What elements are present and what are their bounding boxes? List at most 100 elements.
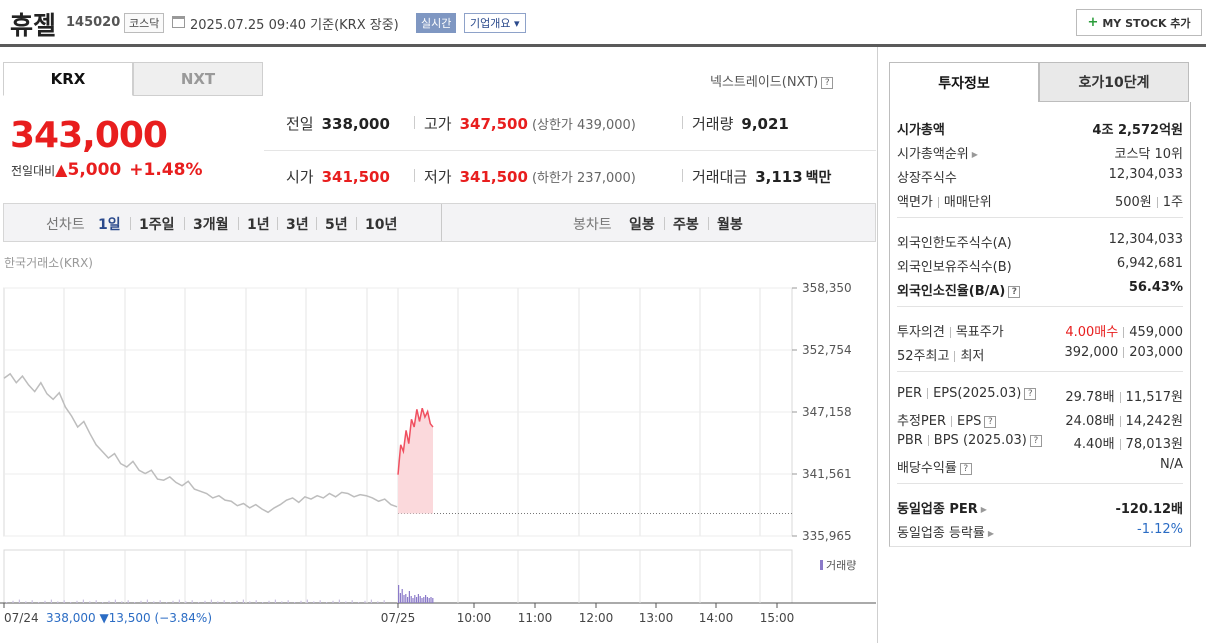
- volume-bar: [370, 599, 372, 603]
- candle-daily[interactable]: 일봉: [629, 217, 655, 233]
- divider: [1119, 416, 1121, 427]
- volume-bar: [426, 597, 428, 603]
- low52-label: 최저: [960, 349, 985, 364]
- divider: [897, 217, 1183, 218]
- realtime-button[interactable]: 실시간: [416, 13, 457, 33]
- company-info-dropdown[interactable]: 기업개요 ▾: [464, 13, 526, 33]
- period-3m[interactable]: 3개월: [193, 217, 229, 233]
- help-icon[interactable]: ?: [984, 415, 997, 428]
- help-icon[interactable]: ?: [821, 76, 834, 89]
- pbr-value: 4.40배: [1073, 437, 1115, 452]
- volume-bar: [249, 601, 251, 603]
- foreign-ratio-label: 외국인소진율(B/A)?: [897, 280, 1021, 299]
- opinion-value: 4.00매수: [1065, 325, 1119, 340]
- volume-bar: [50, 599, 52, 603]
- foreign-limit-value: 12,304,033: [1108, 232, 1183, 247]
- today-price-line: [397, 407, 434, 475]
- market-cap-rank-value: 코스닥 10위: [1114, 147, 1183, 162]
- industry-per-label[interactable]: 동일업종 PER ▶: [897, 498, 987, 517]
- prev-close-value: 338,000: [321, 115, 390, 133]
- volume-legend-swatch: [820, 560, 823, 570]
- divider: [954, 351, 956, 362]
- volume-bar: [432, 598, 434, 603]
- volume-bar: [230, 602, 232, 603]
- divider: [927, 435, 929, 446]
- bps-value: 78,013원: [1125, 437, 1183, 452]
- period-3y[interactable]: 3년: [286, 217, 309, 233]
- foreign-ratio-row: 외국인소진율(B/A)? 56.43%: [897, 280, 1183, 299]
- volume-bar: [398, 585, 400, 603]
- up-arrow-icon: ▲: [55, 160, 68, 179]
- help-icon[interactable]: ?: [1008, 285, 1021, 298]
- candle-monthly[interactable]: 월봉: [717, 217, 743, 233]
- volume-bar: [6, 602, 8, 603]
- volume-bar: [403, 595, 405, 603]
- volume-bar: [255, 600, 257, 603]
- industry-change-label[interactable]: 동일업종 등락률 ▶: [897, 522, 994, 541]
- y-tick-label: 341,561: [802, 467, 852, 481]
- trade-amount: 거래대금 3,113 백만: [692, 166, 831, 187]
- volume-bar: [319, 600, 321, 603]
- volume-bar: [153, 601, 155, 603]
- tab-hoga-10[interactable]: 호가10단계: [1039, 62, 1189, 102]
- calendar-icon: [172, 16, 185, 28]
- tab-nxt[interactable]: NXT: [133, 62, 263, 96]
- low-value: 341,500: [459, 168, 528, 186]
- volume-bar: [262, 602, 264, 603]
- divider: [897, 483, 1183, 484]
- volume-bar: [313, 601, 315, 603]
- volume-bar: [178, 599, 180, 603]
- divider: [708, 217, 709, 230]
- period-1y[interactable]: 1년: [247, 217, 270, 233]
- high-price: 고가 347,500 (상한가 439,000): [424, 113, 636, 134]
- face-value: 500원: [1114, 195, 1152, 210]
- period-1w[interactable]: 1주일: [139, 217, 175, 233]
- market-cap-row: 시가총액 4조 2,572억원: [897, 119, 1183, 138]
- volume-bar: [38, 602, 40, 603]
- add-mystock-button[interactable]: + MY STOCK 추가: [1076, 9, 1202, 36]
- volume-bar: [31, 600, 33, 603]
- volume-bar: [25, 601, 27, 603]
- high-value: 347,500: [459, 115, 528, 133]
- quote-datetime: 2025.07.25 09:40 기준(KRX 장중): [190, 18, 399, 33]
- invest-info-panel: [889, 102, 1191, 547]
- volume-bar: [326, 602, 328, 603]
- divider: [897, 306, 1183, 307]
- caret-right-icon: ▶: [987, 529, 995, 538]
- volume-bar: [364, 600, 366, 603]
- x-tick-label: 12:00: [579, 611, 614, 625]
- help-icon[interactable]: ?: [1024, 387, 1037, 400]
- divider: [264, 150, 876, 151]
- candle-weekly[interactable]: 주봉: [673, 217, 699, 233]
- foreign-hold-label: 외국인보유주식수(B): [897, 260, 1012, 275]
- price-chart[interactable]: 358,350 352,754 347,158 341,561 335,965 거래량 07…: [0, 270, 876, 643]
- change-percent: +1.48%: [129, 160, 203, 180]
- volume-bar: [70, 602, 72, 603]
- foreign-limit-label: 외국인한도주식수(A): [897, 236, 1012, 251]
- open-label: 시가: [286, 168, 314, 186]
- market-cap-rank-label[interactable]: 시가총액순위 ▶: [897, 143, 978, 162]
- help-icon[interactable]: ?: [959, 462, 972, 475]
- tab-invest-info[interactable]: 투자정보: [889, 62, 1039, 102]
- volume-bar: [268, 600, 270, 603]
- volume-bar: [108, 600, 110, 603]
- per-row: PER EPS(2025.03)? 29.78배 11,517원: [897, 386, 1183, 405]
- volume-bar: [377, 601, 379, 603]
- foreign-ratio-text: 외국인소진율(B/A): [897, 284, 1006, 299]
- period-1d[interactable]: 1일: [98, 217, 121, 233]
- divider: [937, 197, 939, 208]
- stock-name: 휴젤: [10, 11, 57, 40]
- period-5y[interactable]: 5년: [325, 217, 348, 233]
- industry-change-value-wrap: -1.12%: [1137, 522, 1183, 541]
- nxt-link[interactable]: 넥스트레이드(NXT)?: [710, 71, 834, 90]
- help-icon[interactable]: ?: [1029, 434, 1042, 447]
- opinion-label: 투자의견: [897, 325, 945, 340]
- price-change: 전일대비▲5,000 +1.48%: [11, 160, 203, 180]
- open-value: 341,500: [321, 168, 390, 186]
- period-10y[interactable]: 10년: [365, 217, 398, 233]
- volume-bar: [401, 589, 403, 603]
- volume-bar: [185, 601, 187, 603]
- tab-krx[interactable]: KRX: [3, 62, 133, 96]
- volume-label: 거래량: [692, 115, 734, 133]
- pbr-bps-value: 4.40배 78,013원: [1074, 433, 1183, 452]
